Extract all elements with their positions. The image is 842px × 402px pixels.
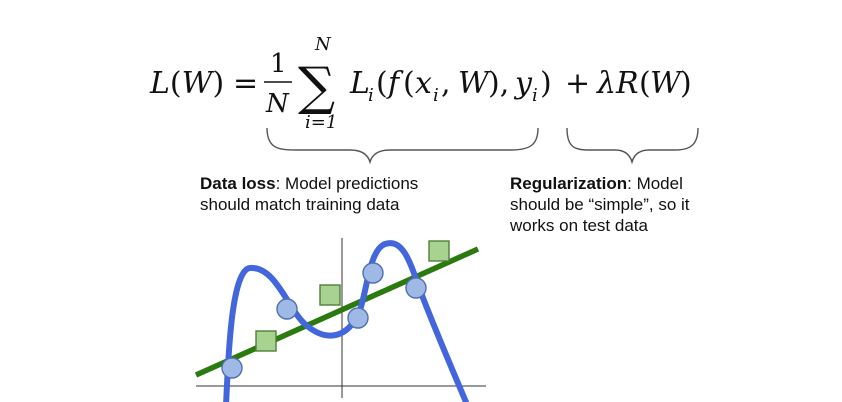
svg-text:,: , (441, 66, 451, 101)
svg-text:x: x (415, 66, 432, 101)
regularization-brace (566, 127, 699, 165)
svg-text:f: f (386, 66, 404, 101)
data-loss-title: Data loss (200, 174, 276, 193)
data-loss-brace (266, 127, 539, 165)
data-loss-line-1: Data loss: Model predictions (200, 173, 418, 194)
loss-formula: L(W) = 1 N N ∑ i=1 L i ( f ( x i , W (149, 34, 692, 133)
svg-text:): ) (540, 66, 552, 101)
formula-sum-upper: N (314, 34, 332, 55)
svg-text:(: ( (403, 66, 415, 101)
svg-text:),: ), (488, 66, 509, 101)
data-point-square (319, 284, 341, 306)
formula-lhs: L(W) (149, 66, 224, 101)
data-point-circle (276, 298, 298, 320)
svg-text:W: W (650, 66, 683, 101)
data-loss-text-1: : Model predictions (275, 174, 419, 193)
formula-equals: = (233, 66, 258, 101)
regularization-text-1: : Model (627, 174, 683, 193)
simple-fit-line (194, 246, 480, 378)
regularization-text-2: should be “simple”, so it (510, 195, 690, 214)
data-point-circle (347, 307, 369, 329)
formula-frac-denominator: N (265, 89, 290, 119)
formula-lhs-L: L (149, 66, 170, 101)
data-point-circle (362, 262, 384, 284)
svg-text:i: i (433, 85, 439, 106)
svg-text:W: W (458, 66, 491, 101)
data-point-circle (221, 357, 243, 379)
svg-text:i: i (368, 85, 374, 106)
regularization-label: Regularization: Model should be “simple”… (510, 173, 690, 236)
formula-data-term: L i ( f ( x i , W ), y i ) (349, 66, 552, 106)
regularization-line-1: Regularization: Model (510, 173, 690, 194)
regularization-title: Regularization (510, 174, 628, 193)
svg-text:y: y (513, 66, 533, 101)
data-point-circle (405, 277, 427, 299)
formula-sum-symbol: ∑ (298, 57, 335, 117)
overfitting-plot (194, 238, 486, 402)
formula-frac-numerator: 1 (270, 49, 287, 79)
svg-text:): ) (680, 66, 692, 101)
svg-text:L: L (349, 66, 370, 101)
data-loss-label: Data loss: Model predictions should matc… (200, 173, 418, 215)
svg-text:λR: λR (596, 66, 639, 101)
svg-text:i: i (532, 85, 538, 106)
formula-reg-term: λR ( W ) (596, 66, 692, 101)
svg-text:(: ( (376, 66, 388, 101)
formula-sum-lower: i=1 (305, 112, 337, 133)
svg-text:(: ( (639, 66, 651, 101)
regularization-text-3: works on test data (510, 216, 648, 235)
overfit-curve (223, 240, 469, 402)
data-loss-text-2: should match training data (200, 195, 400, 214)
data-point-square (255, 330, 277, 352)
formula-plus: + (565, 66, 590, 101)
data-point-square (428, 240, 450, 262)
